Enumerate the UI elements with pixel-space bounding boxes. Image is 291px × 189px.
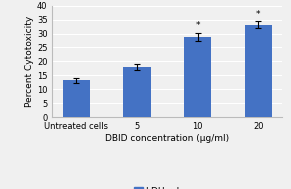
Bar [63,80,90,117]
Text: *: * [195,22,200,30]
Text: *: * [256,10,260,19]
Bar [244,25,272,117]
X-axis label: DBID concentration (μg/ml): DBID concentration (μg/ml) [105,134,229,143]
Bar [123,67,151,117]
Y-axis label: Percent Cytotoxicity: Percent Cytotoxicity [25,16,34,107]
Bar [184,37,211,117]
Legend: LDH release: LDH release [130,183,205,189]
